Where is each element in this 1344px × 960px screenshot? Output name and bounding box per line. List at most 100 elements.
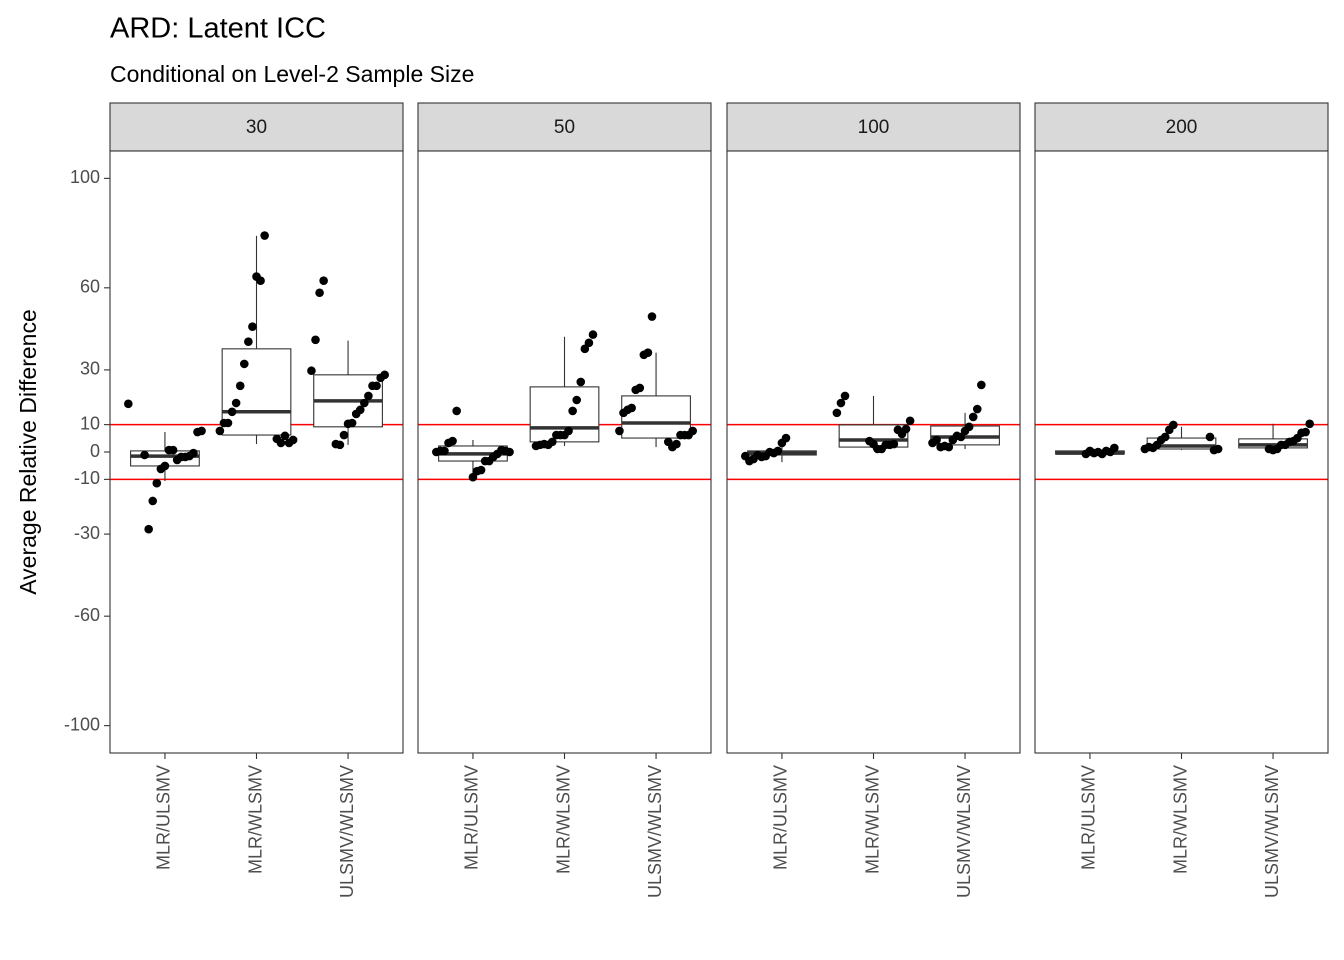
data-point [172,455,182,465]
data-point [1205,432,1215,442]
data-point [928,438,937,448]
x-tick-label: MLR/ULSMV [154,765,174,870]
data-point [676,430,685,440]
panel-border [109,150,404,754]
data-point [948,435,958,445]
data-point [235,381,245,391]
x-tick-label: MLR/WLSMV [1170,765,1190,874]
data-point [124,399,133,409]
data-point [444,438,453,448]
data-point [215,426,225,436]
data-point [315,288,324,298]
data-point [272,434,282,444]
data-point [836,398,846,408]
data-point [331,439,341,449]
y-tick-label: 0 [90,441,100,461]
data-point [1305,419,1314,429]
data-point [140,450,149,460]
data-point [339,430,349,440]
y-tick-label: -60 [74,605,100,625]
facet-strip [109,102,404,152]
data-point [164,445,174,455]
data-point [351,409,361,419]
data-point [905,416,915,426]
data-point [319,276,328,286]
facet-label: 200 [1166,117,1198,138]
data-point [663,437,673,447]
data-point [1164,425,1174,435]
facet-label: 50 [554,117,575,138]
x-tick-label: MLR/WLSMV [553,765,573,874]
chart-subtitle: Conditional on Level-2 Sample Size [110,61,474,87]
y-tick-label: -10 [74,468,100,488]
data-point [248,322,257,331]
data-point [1081,449,1091,459]
data-point [631,385,641,395]
x-tick-label: ULSMV/WLSMV [1262,765,1282,898]
y-tick-label: 60 [80,277,100,297]
data-point [280,431,290,441]
data-point [588,330,598,339]
x-tick-label: MLR/ULSMV [771,765,791,870]
panel-border [726,150,1021,754]
data-point [1140,444,1150,454]
x-tick-label: MLR/WLSMV [245,765,265,874]
data-point [193,427,202,437]
data-point [647,312,657,321]
data-point [148,496,158,506]
data-point [1264,444,1274,454]
data-point [840,391,850,401]
data-point [311,335,320,345]
data-point [741,451,750,461]
data-point [244,337,253,347]
data-point [144,524,153,534]
y-tick-label: -30 [74,523,100,543]
data-point [360,398,369,408]
data-point [777,438,787,448]
data-point [552,430,561,440]
chart-title: ARD: Latent ICC [110,13,326,45]
facet-label: 30 [246,117,267,138]
x-tick-label: ULSMV/WLSMV [954,765,974,898]
y-tick-label: 30 [80,359,100,379]
panel-border [1034,150,1329,754]
facet-strip [726,102,1021,152]
data-point [977,380,986,390]
data-point [452,406,461,416]
data-point [584,338,594,348]
x-tick-label: ULSMV/WLSMV [645,765,665,898]
data-point [619,408,628,418]
data-point [615,426,624,436]
data-point [576,377,586,387]
data-point [468,472,478,482]
data-point [572,395,582,405]
data-point [231,398,241,408]
box [221,348,292,436]
data-point [893,425,903,435]
y-tick-label: 10 [80,413,100,433]
x-tick-label: ULSMV/WLSMV [337,765,357,898]
data-point [936,442,945,452]
data-point [368,381,377,391]
data-point [376,373,385,383]
data-point [432,447,441,457]
data-point [865,436,874,446]
data-point [307,366,316,376]
data-point [343,419,353,429]
data-point [152,478,162,488]
facet-strip [1034,102,1329,152]
data-point [639,350,649,360]
data-point [972,404,982,414]
y-axis-label: Average Relative Difference [15,309,41,595]
data-point [260,231,269,240]
y-tick-label: 100 [70,167,100,187]
facet-label: 100 [858,117,890,138]
facet-strip [417,102,712,152]
data-point [219,418,229,428]
data-point [580,344,590,354]
data-point [568,406,577,416]
data-point [968,412,978,422]
x-tick-label: MLR/ULSMV [1079,765,1099,870]
data-point [156,464,166,474]
